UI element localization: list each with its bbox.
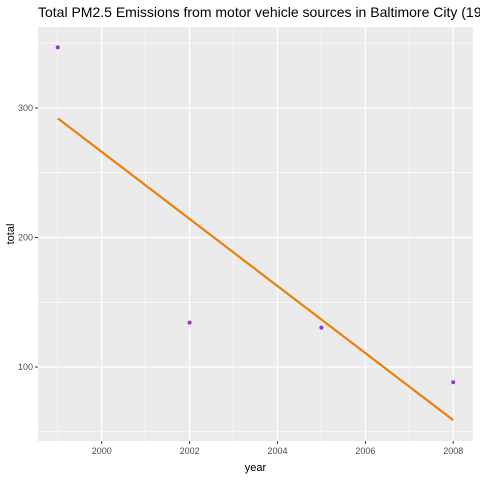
x-tick-label-2002: 2002 — [180, 446, 200, 456]
x-axis-title: year — [245, 462, 267, 474]
x-tick-label-2004: 2004 — [267, 446, 287, 456]
y-tick-label-100: 100 — [18, 362, 33, 372]
data-point-2008 — [451, 380, 455, 384]
data-point-1999 — [56, 45, 60, 49]
x-tick-label-2008: 2008 — [443, 446, 463, 456]
y-tick-label-200: 200 — [18, 232, 33, 242]
plot-panel — [38, 27, 473, 441]
y-axis-title: total — [5, 224, 17, 245]
x-tick-label-2006: 2006 — [355, 446, 375, 456]
data-point-2005 — [319, 326, 323, 330]
chart-title: Total PM2.5 Emissions from motor vehicle… — [38, 4, 480, 20]
data-point-2002 — [188, 321, 192, 325]
x-tick-label-2000: 2000 — [92, 446, 112, 456]
y-tick-label-300: 300 — [18, 103, 33, 113]
